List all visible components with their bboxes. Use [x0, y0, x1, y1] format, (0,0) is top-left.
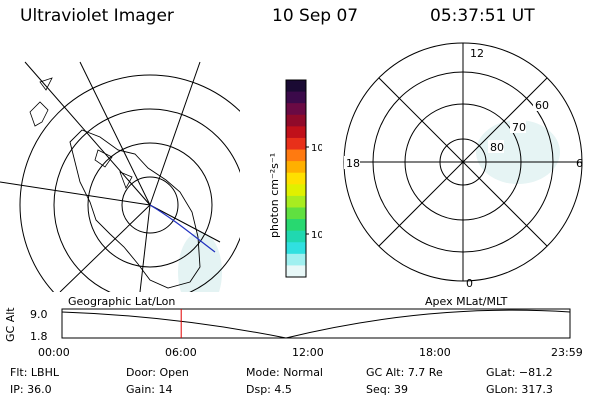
mlat-label-70: 70	[512, 121, 526, 134]
colorbar-swatch	[286, 207, 306, 220]
timeline-ytick-min: 1.8	[30, 330, 48, 343]
mlt-label-12: 12	[470, 47, 484, 60]
status-mode: Mode: Normal	[246, 366, 323, 379]
coastline-antarctica	[69, 129, 201, 289]
altitude-timeline: GC Alt 9.0 1.8 00:00 06:00 12:00 18:00 2…	[4, 307, 583, 359]
lat-circle-2	[87, 142, 213, 268]
label-bg-18	[344, 156, 360, 169]
lat-circle-3	[53, 108, 240, 292]
colorbar: 100 10 photon cm⁻²s⁻¹	[268, 79, 322, 278]
timeline-frame	[61, 308, 571, 339]
colorbar-swatches	[286, 80, 306, 278]
timeline-xtick-3: 18:00	[419, 346, 451, 359]
colorbar-swatch	[286, 114, 306, 127]
colorbar-swatch	[286, 230, 306, 243]
mlt-label-6: 6	[576, 157, 583, 170]
timeline-ytick-max: 9.0	[30, 308, 48, 321]
colorbar-swatch	[286, 172, 306, 185]
meridian-2	[79, 61, 151, 206]
colorbar-swatch	[286, 242, 306, 255]
orbit-track	[149, 204, 216, 253]
mlt-label-0: 0	[466, 277, 473, 290]
status-door: Door: Open	[126, 366, 189, 379]
meridian-1	[24, 61, 151, 206]
aurora-glow-right	[476, 120, 560, 184]
status-gc-alt: GC Alt: 7.7 Re	[366, 366, 443, 379]
timeline-xtick-0: 00:00	[38, 346, 70, 359]
label-bg-60	[533, 98, 549, 111]
colorbar-swatch	[286, 91, 306, 104]
geographic-map	[0, 61, 240, 292]
timeline-xtick-2: 12:00	[292, 346, 324, 359]
time-label: 05:37:51 UT	[430, 6, 535, 26]
status-filter: Flt: LBHL	[10, 366, 59, 379]
coastline-islands	[29, 77, 53, 127]
meridian-7	[139, 204, 151, 292]
label-bg-80	[488, 140, 504, 153]
colorbar-label-10: 10	[311, 230, 322, 241]
colorbar-swatch	[286, 103, 306, 116]
status-gain: Gain: 14	[126, 383, 173, 396]
magnetic-map-label: Apex MLat/MLT	[425, 295, 508, 308]
magnetic-polar-plot: 12 18 6 0 60 70 80	[343, 42, 583, 290]
colorbar-swatch	[286, 265, 306, 278]
altitude-curve	[61, 309, 571, 339]
colorbar-swatch	[286, 253, 306, 267]
lat-circle-1	[121, 176, 179, 234]
label-bg-12	[468, 46, 482, 59]
colorbar-swatch	[286, 161, 306, 174]
colorbar-swatch	[286, 195, 306, 209]
timeline-ylabel: GC Alt	[4, 307, 17, 342]
colorbar-label-100: 100	[311, 143, 322, 154]
colorbar-swatch	[286, 126, 306, 139]
status-dsp: Dsp: 4.5	[246, 383, 292, 396]
lat-circle-4	[19, 74, 240, 292]
timeline-xtick-1: 06:00	[165, 346, 197, 359]
timeline-xtick-4: 23:59	[551, 346, 583, 359]
geographic-map-label: Geographic Lat/Lon	[68, 295, 176, 308]
colorbar-swatch	[286, 184, 306, 197]
colorbar-swatch	[286, 80, 306, 93]
mlt-label-18: 18	[346, 157, 360, 170]
status-ip: IP: 36.0	[10, 383, 52, 396]
meridian-5	[149, 204, 221, 243]
coastline-inlets	[94, 149, 133, 189]
label-bg-70	[510, 120, 526, 133]
instrument-title: Ultraviolet Imager	[20, 6, 174, 26]
mlat-label-60: 60	[535, 99, 549, 112]
mlat-label-80: 80	[490, 141, 504, 154]
meridian-6	[59, 204, 151, 292]
status-glon: GLon: 317.3	[486, 383, 553, 396]
mlt-diag-2	[378, 77, 548, 247]
colorbar-swatch	[286, 219, 306, 232]
meridian-3	[149, 61, 201, 206]
status-glat: GLat: −81.2	[486, 366, 553, 379]
colorbar-swatch	[286, 137, 306, 151]
status-seq: Seq: 39	[366, 383, 408, 396]
date-label: 10 Sep 07	[272, 6, 359, 26]
meridian-4	[0, 181, 151, 206]
colorbar-unit: photon cm⁻²s⁻¹	[268, 153, 281, 238]
colorbar-swatch	[286, 149, 306, 162]
colorbar-frame	[285, 79, 307, 278]
